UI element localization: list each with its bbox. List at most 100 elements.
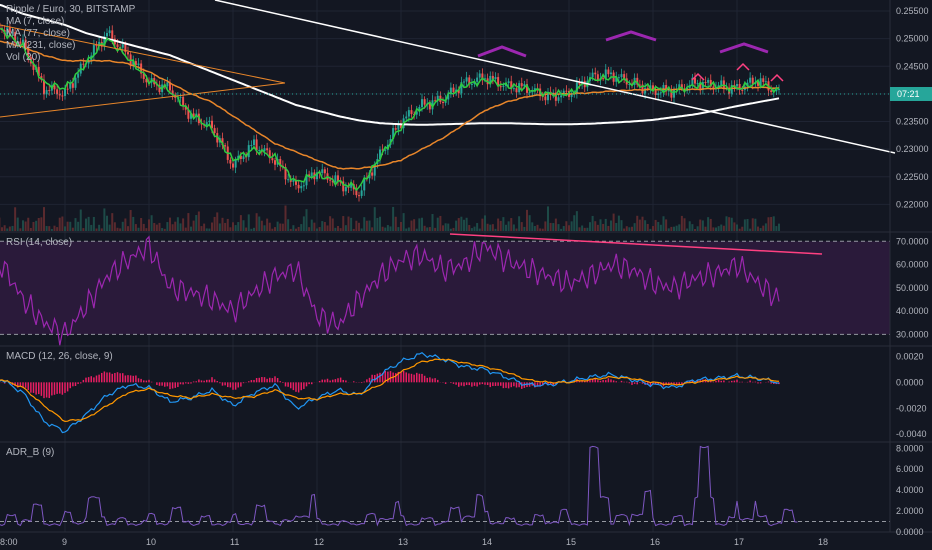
volume-bar: [447, 223, 450, 231]
legend-ma-mid: MA (77, close): [6, 28, 70, 39]
candle-body: [667, 90, 670, 92]
candle-body: [473, 81, 476, 85]
adr-pane[interactable]: [0, 445, 890, 527]
ma-slow-line: [0, 3, 780, 126]
candle-body: [208, 120, 211, 123]
candle-body: [696, 83, 699, 85]
volume-bar: [604, 218, 607, 231]
volume-bar: [242, 220, 245, 231]
candle-body: [250, 145, 253, 147]
volume-bar: [137, 227, 140, 231]
volume-bar: [633, 223, 636, 231]
volume-bar: [638, 219, 641, 231]
y-tick-label: -0.0020: [896, 403, 927, 413]
volume-bar: [772, 216, 775, 231]
volume-bar: [431, 214, 434, 231]
volume-bar: [688, 221, 691, 231]
volume-bar: [108, 224, 111, 231]
y-axes[interactable]: 0.255000.250000.245000.240000.235000.230…: [896, 6, 929, 537]
volume-bar: [106, 215, 108, 231]
candle-body: [665, 85, 668, 92]
candle-body: [617, 77, 620, 79]
volume-bar: [179, 223, 182, 231]
candle-body: [470, 84, 473, 86]
volume-bar: [478, 228, 481, 231]
volume-bar: [289, 228, 292, 231]
volume-bar: [310, 219, 313, 231]
volume-bar: [221, 217, 224, 231]
candle-body: [394, 128, 397, 130]
volume-bar: [636, 215, 639, 231]
candle-body: [428, 103, 431, 110]
macd-pane[interactable]: [0, 351, 780, 434]
candle-body: [436, 95, 439, 101]
candle-body: [295, 180, 297, 185]
volume-bar: [119, 228, 122, 231]
candle-body: [234, 160, 237, 168]
volume-bar: [615, 222, 618, 231]
volume-bar: [371, 227, 374, 231]
candle-body: [103, 36, 106, 47]
volume-bar: [531, 222, 534, 231]
volume-bar: [575, 211, 578, 231]
volume-bar: [562, 226, 565, 231]
candle-body: [287, 179, 290, 181]
y-tick-label: 0.0000: [896, 377, 924, 387]
volume-bar: [32, 221, 35, 231]
volume-bar: [255, 213, 258, 231]
volume-bar: [715, 227, 717, 231]
y-tick-label: 0.25000: [896, 34, 929, 44]
candle-body: [400, 124, 402, 129]
price-pane[interactable]: [0, 0, 896, 231]
candle-body: [657, 93, 660, 96]
volume-bar: [741, 226, 744, 231]
y-tick-label: 70.0000: [896, 236, 929, 246]
candle-body: [142, 73, 145, 79]
volume-bar: [494, 228, 497, 231]
volume-bar: [266, 218, 269, 231]
candle-body: [418, 107, 421, 112]
candle-body: [602, 78, 605, 80]
volume-bar: [444, 223, 447, 231]
volume-bar: [263, 225, 266, 231]
candle-body: [132, 61, 135, 66]
candle-body: [344, 186, 347, 192]
x-tick-label: 15: [566, 537, 576, 547]
volume-bar: [397, 227, 400, 231]
candle-body: [478, 73, 481, 78]
volume-bar: [686, 228, 689, 231]
candle-body: [594, 72, 597, 75]
volume-bar: [360, 228, 363, 231]
candle-body: [738, 83, 741, 90]
volume-bar: [195, 215, 198, 231]
adr-line: [0, 445, 798, 527]
volume-bar: [234, 225, 237, 231]
candle-body: [759, 78, 762, 86]
candle-body: [171, 90, 174, 95]
candle-body: [8, 27, 11, 33]
volume-bar: [69, 221, 72, 231]
time-axis[interactable]: 8:00 9 10 11 12 13 14 15 16 17 18: [0, 537, 828, 547]
volume-bar: [657, 221, 660, 231]
rsi-pane[interactable]: [0, 233, 890, 346]
volume-bar: [528, 215, 531, 231]
candle-body: [66, 88, 69, 90]
volume-bar: [74, 218, 77, 231]
volume-bar: [124, 218, 127, 231]
volume-bar: [389, 226, 392, 231]
volume-bar: [85, 218, 87, 231]
volume-bar: [499, 220, 502, 231]
volume-bar: [250, 228, 253, 231]
macd-legend: MACD (12, 26, close, 9): [6, 351, 113, 362]
volume-bar: [127, 226, 129, 231]
price-tag-box: [890, 87, 932, 101]
volume-bar: [142, 223, 145, 231]
candle-body: [121, 44, 124, 48]
candle-body: [92, 44, 95, 56]
candle-body: [565, 90, 568, 92]
volume-bar: [581, 225, 584, 231]
volume-bar: [502, 217, 505, 231]
volume-bar: [300, 224, 303, 231]
candle-body: [641, 84, 644, 94]
volume-bar: [132, 216, 135, 231]
